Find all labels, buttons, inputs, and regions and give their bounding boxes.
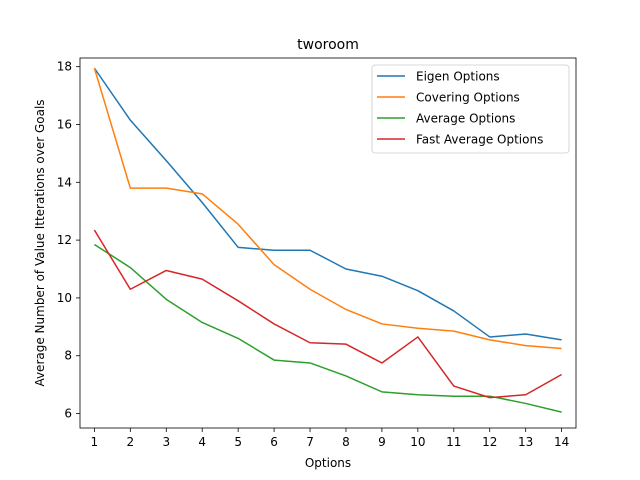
x-axis-label: Options: [305, 456, 351, 470]
x-tick-label: 5: [234, 435, 242, 449]
x-tick-label: 2: [126, 435, 134, 449]
legend-box: [371, 64, 570, 154]
legend-label-average-options: Average Options: [416, 112, 515, 126]
y-axis-ticks: 6 8 10 12 14 16 18: [57, 60, 80, 421]
x-tick-label: 4: [198, 435, 206, 449]
x-tick-label: 13: [518, 435, 533, 449]
x-tick-label: 6: [270, 435, 278, 449]
y-tick-label: 14: [57, 175, 72, 189]
series-line-eigen-options: [93, 67, 562, 341]
x-tick-label: 14: [554, 435, 569, 449]
series-line-fast-average-options: [93, 229, 562, 399]
chart-legend: Eigen Options Covering Options Average Opt…: [371, 64, 570, 154]
legend-label-fast-average-options: Fast Average Options: [416, 133, 543, 147]
chart-title: tworoom: [297, 37, 359, 53]
legend-label-covering-options: Covering Options: [416, 91, 520, 105]
x-tick-label: 8: [342, 435, 350, 449]
plot-frame: [79, 57, 577, 429]
x-tick-label: 1: [91, 435, 99, 449]
x-tick-label: 7: [306, 435, 314, 449]
y-tick-label: 10: [57, 291, 72, 305]
y-axis-label: Average Number of Value Itterations over…: [33, 99, 47, 386]
x-tick-label: 3: [162, 435, 170, 449]
series-line-covering-options: [93, 67, 562, 350]
y-tick-label: 6: [64, 407, 72, 421]
y-tick-label: 8: [64, 349, 72, 363]
x-axis-ticks: 1 2 3 4 5 6 7 8 9 10 11 12 13 14: [91, 428, 569, 449]
y-tick-label: 12: [57, 233, 72, 247]
plot-lines: [93, 67, 562, 413]
y-tick-label: 16: [57, 117, 72, 131]
x-tick-label: 10: [410, 435, 425, 449]
x-tick-label: 11: [446, 435, 461, 449]
y-tick-label: 18: [57, 60, 72, 74]
x-tick-label: 9: [378, 435, 386, 449]
legend-label-eigen-options: Eigen Options: [416, 70, 500, 84]
x-tick-label: 12: [482, 435, 497, 449]
